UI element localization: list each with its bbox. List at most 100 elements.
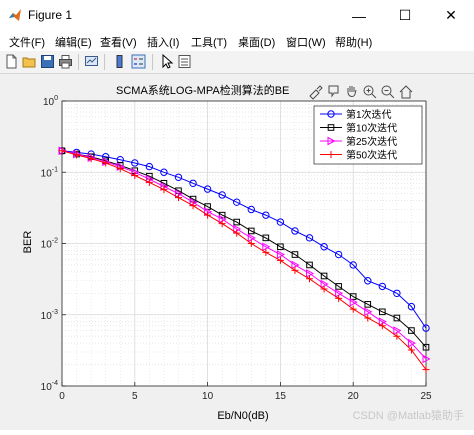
- series-4-line: [61, 150, 427, 370]
- y-tick-label: 10-4: [41, 380, 58, 393]
- series-4-point: [218, 220, 226, 228]
- series-4-point: [174, 194, 182, 202]
- menu-desktop[interactable]: 桌面(D): [238, 37, 276, 49]
- series-2-point: [306, 261, 313, 269]
- figure-toolbar: [0, 51, 474, 74]
- menu-tools[interactable]: 工具(T): [191, 37, 228, 49]
- zoom-out-icon[interactable]: [381, 85, 395, 99]
- y-tick-label: 10-1: [41, 166, 58, 179]
- series-4-point: [116, 165, 124, 173]
- series-4-point: [306, 275, 314, 283]
- menu-help[interactable]: 帮助(H): [335, 37, 373, 49]
- series-1-point: [276, 218, 285, 226]
- legend-icon[interactable]: [131, 54, 146, 69]
- series-3-point: [407, 338, 416, 348]
- series-2-point: [262, 234, 270, 242]
- series-1-point: [349, 261, 357, 269]
- minimize-button[interactable]: —: [336, 0, 382, 31]
- close-icon: ✕: [445, 7, 457, 23]
- series-1-point: [327, 110, 335, 118]
- menu-insert[interactable]: 插入(I): [147, 37, 180, 49]
- series-3-point: [349, 297, 358, 307]
- series-3-point: [393, 326, 402, 335]
- brush-icon[interactable]: [309, 85, 323, 100]
- series-4-point: [320, 285, 328, 293]
- series-4-point: [145, 178, 153, 186]
- series-4-point: [378, 322, 386, 330]
- ber-line-chart: 0 5 10 15 20 25 10-4 10-3 10-2 10-1 100 SCMA系统LOG-…: [22, 83, 464, 422]
- series-4-point: [393, 332, 401, 340]
- series-2-point: [379, 308, 386, 316]
- close-button[interactable]: ✕: [428, 0, 474, 31]
- series-1-point: [378, 282, 387, 291]
- maximize-button[interactable]: ☐: [382, 0, 428, 31]
- legend-label: 第1次迭代: [346, 108, 392, 121]
- x-tick-label: 20: [348, 391, 360, 402]
- series-1-point: [364, 277, 372, 285]
- toolbar-separator: [78, 54, 79, 70]
- series-3-point: [306, 269, 315, 278]
- menu-edit[interactable]: 编辑(E): [55, 37, 92, 49]
- x-tick-label: 5: [132, 391, 138, 402]
- menu-file[interactable]: 文件(F): [9, 37, 46, 49]
- series-1-point: [422, 324, 430, 332]
- series-4-point: [364, 314, 372, 322]
- series-4-point: [189, 202, 197, 210]
- matlab-logo-icon: [9, 9, 21, 21]
- series-4-point: [233, 229, 241, 237]
- series-1-point: [320, 243, 328, 251]
- title-bar: Figure 1 — ☐ ✕: [0, 0, 474, 31]
- x-tick-label: 0: [59, 391, 65, 402]
- menu-view[interactable]: 查看(V): [100, 37, 137, 49]
- series-4-point: [276, 256, 284, 264]
- save-icon[interactable]: [40, 54, 55, 69]
- zoom-in-icon[interactable]: [363, 85, 377, 99]
- series-4-point: [131, 172, 139, 180]
- series-3-point: [364, 307, 373, 317]
- series-2-point: [422, 343, 430, 351]
- menu-bar: 文件(F) 编辑(E) 查看(V) 插入(I) 工具(T) 桌面(D) 窗口(W…: [0, 31, 474, 51]
- series-1-point: [393, 289, 401, 298]
- series-1-point: [203, 185, 212, 193]
- link-plot-icon[interactable]: [84, 54, 99, 69]
- y-tick-label: 100: [43, 95, 58, 108]
- legend-label: 第10次迭代: [346, 122, 397, 135]
- menu-window[interactable]: 窗口(W): [286, 37, 326, 49]
- property-inspector-icon[interactable]: [177, 54, 192, 69]
- series-1-point: [334, 250, 343, 259]
- series-1-point: [247, 205, 255, 214]
- series-1-point: [131, 159, 139, 167]
- legend-label: 第25次迭代: [346, 135, 397, 148]
- figure-canvas: 0 5 10 15 20 25 10-4 10-3 10-2 10-1 100 SCMA系统LOG-…: [0, 74, 474, 430]
- pointer-icon[interactable]: [159, 54, 174, 69]
- data-tip-icon[interactable]: [328, 85, 339, 98]
- x-axis-label: Eb/N0(dB): [217, 410, 268, 422]
- x-tick-label: 25: [420, 391, 432, 402]
- new-figure-icon[interactable]: [4, 54, 19, 69]
- series-3-point: [276, 250, 285, 259]
- series-1-point: [407, 302, 416, 311]
- pan-icon[interactable]: [347, 86, 357, 97]
- series-1-point: [145, 162, 154, 171]
- series-1-point: [233, 198, 241, 206]
- print-icon[interactable]: [58, 54, 73, 69]
- open-file-icon[interactable]: [22, 54, 37, 69]
- series-4-point: [262, 248, 270, 256]
- series-2-point: [408, 327, 415, 334]
- toolbar-separator: [104, 54, 105, 70]
- series-4-point: [327, 151, 335, 158]
- home-icon[interactable]: [399, 85, 413, 99]
- colorbar-icon[interactable]: [112, 54, 127, 69]
- series-2-point: [393, 314, 401, 322]
- window-title: Figure 1: [28, 8, 73, 22]
- series-4-point: [247, 240, 255, 247]
- series-4-point: [58, 147, 66, 155]
- series-group: [58, 146, 431, 374]
- series-1-point: [305, 234, 314, 242]
- series-4-point: [291, 266, 299, 274]
- series-2-point: [320, 272, 328, 280]
- series-2-point: [277, 243, 284, 251]
- series-4-point: [73, 151, 81, 159]
- series-2-point: [349, 293, 357, 300]
